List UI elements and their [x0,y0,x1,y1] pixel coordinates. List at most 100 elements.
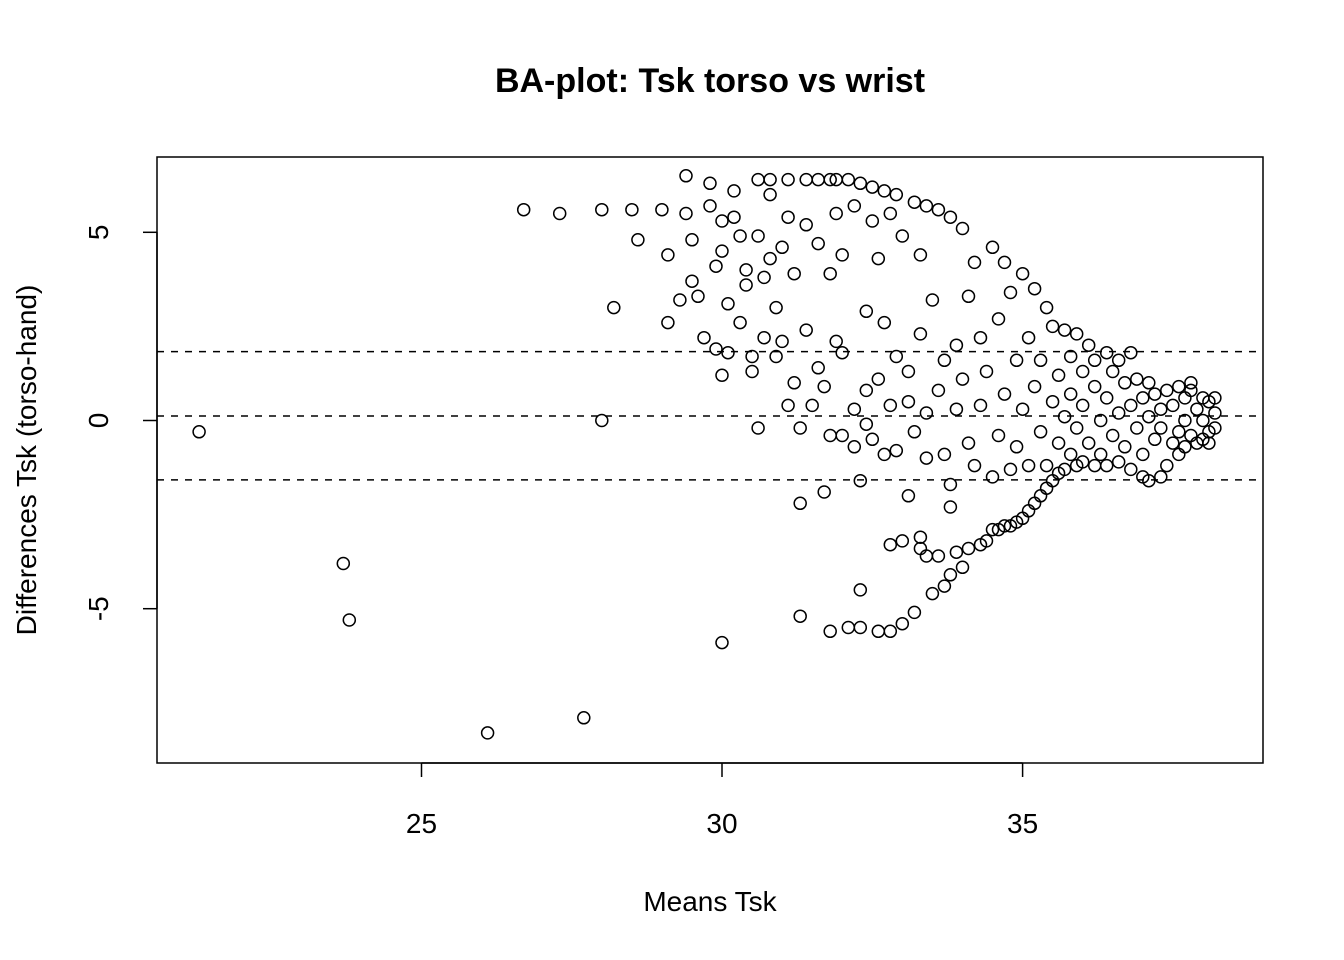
data-point [1184,376,1198,390]
data-point [937,447,952,462]
data-point [1099,345,1114,360]
data-point [1130,421,1144,435]
x-axis: 25 30 35 [406,762,1038,839]
data-point [823,172,837,187]
data-point [1154,470,1168,484]
data-point [919,451,934,465]
data-point [913,248,928,262]
data-point [877,447,892,462]
data-point [1009,440,1024,454]
data-point [192,425,206,439]
data-point [799,323,813,337]
data-point [859,417,874,431]
data-point [1033,353,1048,368]
data-point [1063,387,1078,401]
data-point [847,199,862,213]
data-point [919,549,934,563]
data-point [1202,436,1216,450]
data-point [841,172,856,187]
data-point [1045,473,1060,488]
data-point [1075,364,1090,379]
data-point [1184,383,1198,398]
data-point [1045,319,1060,334]
y-tick-label: 5 [83,225,114,241]
data-point [985,522,1000,537]
data-point [1069,327,1084,341]
data-point [991,312,1006,326]
data-point [733,315,747,330]
data-point [1087,353,1102,368]
data-point [937,353,952,368]
data-point [1021,330,1036,345]
data-point [1075,398,1090,413]
data-point [949,338,964,352]
data-point [1051,368,1066,383]
data-point [685,233,699,247]
data-point [1021,458,1036,473]
data-point [925,293,940,307]
data-point [1124,345,1138,360]
data-point [835,248,849,262]
data-point [955,221,970,236]
data-point [1172,379,1186,394]
data-point [799,218,813,232]
data-point [709,342,723,356]
data-point [1027,281,1042,296]
data-point [769,300,783,315]
data-point [1136,391,1150,405]
data-point [1057,462,1072,477]
data-point [883,624,898,639]
data-point [949,545,964,559]
data-point [721,297,735,311]
data-point [811,361,825,375]
data-point [979,534,994,548]
data-point [961,436,976,450]
data-point [733,229,747,243]
data-point [973,398,988,413]
data-point [1075,455,1090,469]
data-point [715,244,729,258]
data-point [793,496,807,511]
data-point [721,345,735,360]
data-point [1166,398,1180,413]
data-point [1154,421,1168,435]
data-point [787,266,801,281]
data-point [1142,376,1156,390]
data-point [871,372,886,386]
data-point [1015,402,1030,416]
data-point [1105,428,1120,443]
reference-lines [157,350,1263,481]
data-point [1063,349,1078,364]
data-point [1208,406,1222,420]
data-point [1099,458,1114,473]
data-point [1208,421,1222,435]
data-point [997,519,1012,533]
data-point [943,568,958,582]
data-point [1003,285,1018,300]
data-point [1099,391,1114,405]
data-point [1039,481,1054,495]
data-point [829,206,843,221]
data-point [1033,425,1048,439]
data-point [847,402,862,416]
x-tick-label: 30 [706,808,737,839]
data-point [1093,447,1108,462]
data-point [907,605,922,620]
y-tick-label: 0 [83,413,114,429]
data-point [1003,462,1018,477]
data-point [1093,413,1108,428]
data-point [913,541,928,556]
data-point [913,530,928,544]
data-point [997,387,1012,401]
data-point [823,624,837,639]
data-point [901,489,916,503]
data-point [871,251,886,266]
data-point [775,240,789,255]
data-point [757,330,771,345]
data-point [877,184,892,198]
data-point [949,402,964,416]
data-point [919,406,934,420]
data-point [925,586,940,601]
data-point [1184,428,1198,443]
